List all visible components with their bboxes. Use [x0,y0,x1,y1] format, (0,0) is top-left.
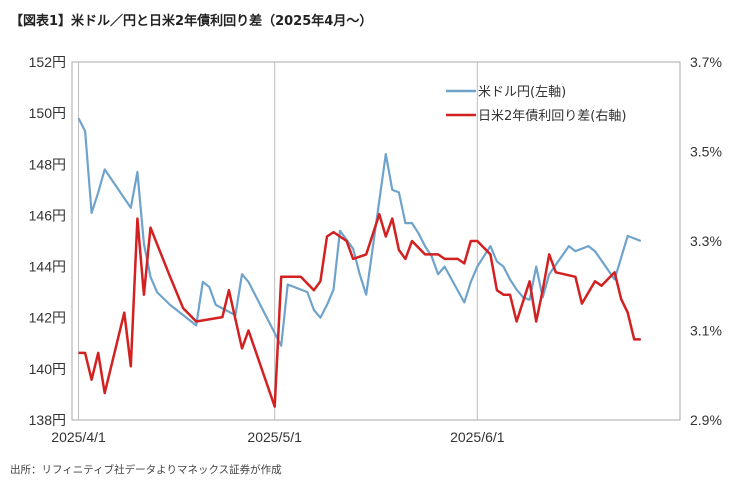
right-tick-label: 3.5% [690,144,722,160]
legend: 米ドル円(左軸) 日米2年債利回り差(右軸) [446,85,626,124]
right-axis-ticks: 2.9% 3.1% 3.3% 3.5% 3.7% [690,54,722,428]
left-tick-label: 144円 [29,259,66,275]
left-tick-label: 140円 [29,361,66,377]
x-tick-label: 2025/5/1 [247,429,302,445]
left-tick-label: 150円 [29,105,66,121]
plot-area [71,61,681,421]
left-axis-ticks: 138円 140円 142円 144円 146円 148円 150円 152円 [29,54,66,428]
source-note: 出所：リフィニティブ社データよりマネックス証券が作成 [10,464,282,476]
left-tick-label: 152円 [29,54,66,70]
left-tick-label: 148円 [29,156,66,172]
series-line-yield-spread [78,212,641,408]
right-tick-label: 3.7% [690,54,722,70]
legend-label-usdjpy: 米ドル円(左軸) [478,85,566,100]
right-tick-label: 3.1% [690,323,722,339]
x-tick-label: 2025/4/1 [51,429,106,445]
left-tick-label: 138円 [29,412,66,428]
right-tick-label: 3.3% [690,233,722,249]
chart-title: 【図表1】米ドル／円と日米2年債利回り差（2025年4月〜） [10,14,373,29]
legend-label-spread: 日米2年債利回り差(右軸) [478,109,626,124]
left-tick-label: 146円 [29,207,66,223]
right-tick-label: 2.9% [690,412,722,428]
series-lines [77,117,642,408]
left-tick-label: 142円 [29,310,66,326]
x-tick-label: 2025/6/1 [450,429,505,445]
x-axis-ticks: 2025/4/1 2025/5/1 2025/6/1 [51,429,505,445]
